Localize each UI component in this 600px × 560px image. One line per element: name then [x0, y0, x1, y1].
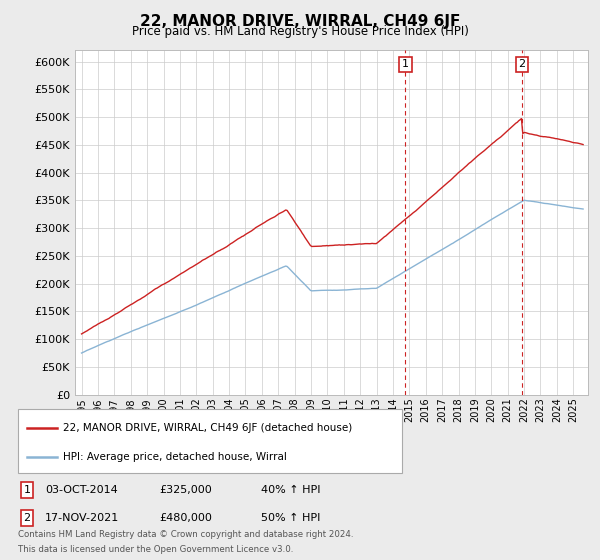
Text: 17-NOV-2021: 17-NOV-2021 [45, 513, 119, 523]
Text: HPI: Average price, detached house, Wirral: HPI: Average price, detached house, Wirr… [63, 452, 287, 462]
Text: 22, MANOR DRIVE, WIRRAL, CH49 6JF: 22, MANOR DRIVE, WIRRAL, CH49 6JF [140, 14, 460, 29]
Text: 03-OCT-2014: 03-OCT-2014 [45, 485, 118, 495]
Text: 2: 2 [518, 59, 526, 69]
Text: 40% ↑ HPI: 40% ↑ HPI [261, 485, 320, 495]
Text: 2: 2 [23, 513, 31, 523]
Text: 50% ↑ HPI: 50% ↑ HPI [261, 513, 320, 523]
Text: £325,000: £325,000 [159, 485, 212, 495]
Text: Contains HM Land Registry data © Crown copyright and database right 2024.: Contains HM Land Registry data © Crown c… [18, 530, 353, 539]
Text: 1: 1 [402, 59, 409, 69]
Text: £480,000: £480,000 [159, 513, 212, 523]
Text: Price paid vs. HM Land Registry's House Price Index (HPI): Price paid vs. HM Land Registry's House … [131, 25, 469, 38]
Text: 1: 1 [23, 485, 31, 495]
Text: 22, MANOR DRIVE, WIRRAL, CH49 6JF (detached house): 22, MANOR DRIVE, WIRRAL, CH49 6JF (detac… [63, 423, 352, 433]
Text: This data is licensed under the Open Government Licence v3.0.: This data is licensed under the Open Gov… [18, 545, 293, 554]
